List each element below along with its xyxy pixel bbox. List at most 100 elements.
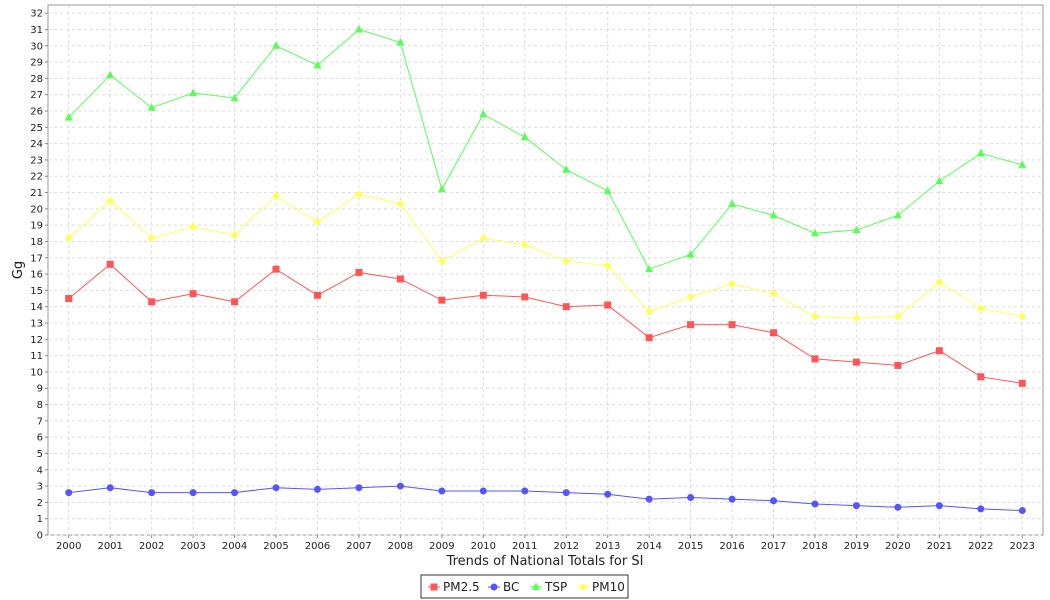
legend-item-bc: BC (488, 580, 519, 594)
x-tick-label: 2013 (595, 541, 620, 552)
legend: PM2.5 BC TSP PM10 (420, 574, 629, 599)
data-point-pm2-5 (438, 296, 446, 304)
data-point-pm10 (562, 257, 571, 266)
data-point-pm10 (769, 289, 778, 298)
data-point-pm2-5 (1018, 379, 1026, 387)
plot-area (47, 4, 1044, 536)
data-point-bc (65, 489, 73, 497)
legend-marker-tsp (532, 582, 540, 590)
data-point-tsp (520, 132, 529, 141)
y-tick-label: 8 (37, 400, 43, 411)
x-tick-label: 2018 (802, 541, 827, 552)
data-point-tsp (810, 228, 819, 237)
legend-label: BC (503, 580, 519, 594)
data-point-pm10 (645, 307, 654, 316)
y-tick-label: 14 (30, 302, 43, 313)
y-tick-label: 1 (37, 514, 43, 525)
data-point-tsp (1018, 160, 1027, 168)
y-tick-label: 10 (30, 367, 43, 378)
data-point-tsp (893, 210, 902, 219)
data-point-bc (189, 489, 197, 497)
y-tick-label: 22 (30, 172, 43, 183)
data-point-bc (770, 497, 778, 505)
data-point-tsp (230, 93, 239, 101)
data-point-tsp (686, 250, 695, 258)
x-tick-label: 2020 (885, 541, 910, 552)
data-point-bc (438, 487, 446, 495)
data-point-bc (272, 484, 280, 492)
y-tick-label: 16 (30, 270, 43, 281)
x-tick-label: 2006 (305, 541, 330, 552)
x-tick-label: 2011 (512, 541, 537, 552)
data-point-tsp (479, 109, 488, 118)
data-point-bc (1018, 507, 1026, 515)
x-tick-label: 2017 (761, 541, 786, 552)
x-tick-label: 2015 (678, 541, 703, 552)
data-point-bc (687, 493, 695, 501)
data-point-pm2-5 (189, 290, 197, 298)
data-point-pm2-5 (148, 298, 156, 306)
y-tick-label: 18 (30, 237, 43, 248)
data-point-pm10 (396, 199, 405, 208)
legend-box (420, 574, 629, 599)
y-tick-label: 12 (30, 335, 43, 346)
legend-item-pm10: PM10 (577, 580, 625, 594)
x-tick-label: 2009 (429, 541, 454, 552)
data-point-bc (562, 489, 570, 497)
data-point-pm10 (64, 234, 73, 243)
data-point-bc (106, 484, 114, 492)
y-tick-label: 2 (37, 498, 43, 509)
data-point-pm2-5 (313, 291, 321, 299)
series-tsp (64, 24, 1027, 273)
y-tick-label: 27 (30, 90, 43, 101)
data-point-pm2-5 (521, 293, 529, 301)
data-point-pm2-5 (645, 334, 653, 342)
x-axis: 2000 2001 2002 2003 2004 2005 2006 2007 2008 2009… (56, 535, 1035, 552)
data-point-pm10 (437, 257, 446, 266)
legend-label: PM10 (592, 580, 625, 594)
x-axis-title: Trends of National Totals for SI (446, 554, 644, 569)
data-point-tsp (272, 41, 281, 49)
data-point-tsp (313, 60, 322, 69)
data-point-pm2-5 (231, 298, 239, 306)
legend-item-pm2-5: PM2.5 (428, 580, 480, 594)
data-point-pm10 (354, 190, 363, 199)
y-tick-label: 15 (30, 286, 43, 297)
data-point-bc (355, 484, 363, 492)
y-tick-label: 11 (30, 351, 43, 362)
data-point-pm2-5 (811, 355, 819, 363)
x-tick-label: 2010 (471, 541, 496, 552)
x-tick-label: 2023 (1010, 541, 1035, 552)
data-point-bc (645, 495, 653, 503)
data-point-bc (728, 495, 736, 503)
legend-marker-pm10 (579, 583, 587, 591)
x-tick-label: 2008 (388, 541, 413, 552)
data-point-pm2-5 (770, 329, 778, 337)
y-tick-label: 19 (30, 221, 43, 232)
data-point-pm2-5 (687, 321, 695, 329)
y-tick-label: 30 (30, 41, 43, 52)
data-point-bc (811, 500, 819, 508)
data-point-bc (148, 489, 156, 497)
y-tick-label: 32 (30, 9, 43, 20)
data-point-pm2-5 (728, 321, 736, 329)
data-point-tsp (976, 148, 985, 157)
data-point-tsp (396, 38, 405, 46)
y-tick-label: 6 (37, 433, 43, 444)
x-tick-label: 2003 (180, 541, 205, 552)
data-point-tsp (437, 184, 446, 193)
data-point-bc (479, 487, 487, 495)
data-point-pm10 (313, 217, 322, 226)
data-point-bc (852, 502, 860, 510)
data-point-pm10 (810, 312, 819, 321)
x-tick-label: 2007 (346, 541, 371, 552)
series-line-bc (68, 485, 1023, 512)
data-point-pm10 (935, 278, 944, 287)
data-point-pm10 (479, 234, 488, 243)
x-tick-label: 2016 (719, 541, 744, 552)
data-point-tsp (562, 165, 571, 173)
x-tick-label: 2021 (927, 541, 952, 552)
data-point-pm2-5 (106, 260, 114, 268)
y-tick-label: 28 (30, 74, 43, 85)
y-tick-label: 24 (30, 139, 43, 150)
